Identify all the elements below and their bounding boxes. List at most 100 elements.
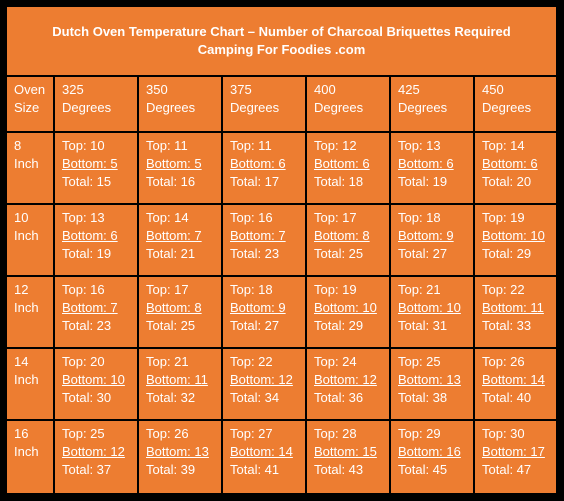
total-count: Total: 18 — [314, 174, 364, 189]
chart-subtitle: Camping For Foodies .com — [197, 42, 366, 57]
top-count: Top: 16 — [230, 210, 273, 225]
bottom-count: Bottom: 14 — [230, 444, 293, 459]
chart-title-box: Dutch Oven Temperature Chart – Number of… — [7, 7, 556, 75]
briquette-cell: Top: 24 Bottom: 12 Total: 36 — [307, 349, 391, 421]
oven-size-value: 8 — [14, 138, 22, 153]
bottom-count: Bottom: 10 — [398, 300, 461, 315]
briquette-cell: Top: 19 Bottom: 10 Total: 29 — [475, 205, 556, 277]
bottom-count: Bottom: 16 — [398, 444, 461, 459]
bottom-count: Bottom: 9 — [230, 300, 286, 315]
top-count: Top: 12 — [314, 138, 357, 153]
bottom-count: Bottom: 7 — [62, 300, 118, 315]
table-row: 8 Inch Top: 10 Bottom: 5 Total: 15 Top: 11 Bot… — [7, 133, 556, 205]
total-count: Total: 15 — [62, 174, 112, 189]
bottom-count: Bottom: 17 — [482, 444, 545, 459]
top-count: Top: 13 — [62, 210, 105, 225]
bottom-count: Bottom: 6 — [398, 156, 454, 171]
briquette-cell: Top: 18 Bottom: 9 Total: 27 — [391, 205, 475, 277]
header-size-label: Size — [14, 100, 40, 115]
bottom-count: Bottom: 12 — [314, 372, 377, 387]
top-count: Top: 13 — [398, 138, 441, 153]
top-count: Top: 19 — [482, 210, 525, 225]
header-temp-400: 400 Degrees — [307, 77, 391, 133]
header-temp-450: 450 Degrees — [475, 77, 556, 133]
bottom-count: Bottom: 10 — [62, 372, 125, 387]
top-count: Top: 28 — [314, 426, 357, 441]
chart-title: Dutch Oven Temperature Chart – Number of… — [52, 24, 511, 39]
header-temp-value: 375 — [230, 82, 252, 97]
total-count: Total: 29 — [314, 318, 364, 333]
header-temp-unit: Degrees — [314, 100, 364, 115]
top-count: Top: 26 — [482, 354, 525, 369]
total-count: Total: 29 — [482, 246, 532, 261]
bottom-count: Bottom: 13 — [398, 372, 461, 387]
briquette-cell: Top: 10 Bottom: 5 Total: 15 — [55, 133, 139, 205]
total-count: Total: 31 — [398, 318, 448, 333]
briquette-cell: Top: 26 Bottom: 13 Total: 39 — [139, 421, 223, 493]
top-count: Top: 18 — [398, 210, 441, 225]
top-count: Top: 18 — [230, 282, 273, 297]
top-count: Top: 10 — [62, 138, 105, 153]
bottom-count: Bottom: 11 — [482, 300, 544, 315]
header-temp-value: 400 — [314, 82, 336, 97]
header-temp-unit: Degrees — [398, 100, 448, 115]
briquette-cell: Top: 13 Bottom: 6 Total: 19 — [55, 205, 139, 277]
top-count: Top: 14 — [482, 138, 525, 153]
total-count: Total: 23 — [230, 246, 280, 261]
total-count: Total: 20 — [482, 174, 532, 189]
briquette-cell: Top: 22 Bottom: 12 Total: 34 — [223, 349, 307, 421]
table-row: 16 Inch Top: 25 Bottom: 12 Total: 37 Top: 26 B… — [7, 421, 556, 493]
oven-size-cell: 8 Inch — [7, 133, 55, 205]
oven-size-cell: 12 Inch — [7, 277, 55, 349]
briquette-cell: Top: 29 Bottom: 16 Total: 45 — [391, 421, 475, 493]
oven-size-unit: Inch — [14, 444, 39, 459]
top-count: Top: 20 — [62, 354, 105, 369]
briquette-cell: Top: 28 Bottom: 15 Total: 43 — [307, 421, 391, 493]
top-count: Top: 22 — [230, 354, 273, 369]
total-count: Total: 45 — [398, 462, 448, 477]
total-count: Total: 25 — [314, 246, 364, 261]
header-oven-label: Oven — [14, 82, 46, 97]
top-count: Top: 27 — [230, 426, 273, 441]
bottom-count: Bottom: 10 — [482, 228, 545, 243]
briquette-cell: Top: 14 Bottom: 6 Total: 20 — [475, 133, 556, 205]
total-count: Total: 34 — [230, 390, 280, 405]
briquette-cell: Top: 20 Bottom: 10 Total: 30 — [55, 349, 139, 421]
briquette-cell: Top: 21 Bottom: 11 Total: 32 — [139, 349, 223, 421]
table-row: 14 Inch Top: 20 Bottom: 10 Total: 30 Top: 21 B… — [7, 349, 556, 421]
total-count: Total: 25 — [146, 318, 196, 333]
bottom-count: Bottom: 8 — [314, 228, 370, 243]
table-row: 10 Inch Top: 13 Bottom: 6 Total: 19 Top: 14 Bo… — [7, 205, 556, 277]
bottom-count: Bottom: 12 — [230, 372, 293, 387]
briquette-cell: Top: 11 Bottom: 6 Total: 17 — [223, 133, 307, 205]
bottom-count: Bottom: 7 — [230, 228, 286, 243]
briquette-cell: Top: 17 Bottom: 8 Total: 25 — [307, 205, 391, 277]
total-count: Total: 32 — [146, 390, 196, 405]
total-count: Total: 21 — [146, 246, 196, 261]
top-count: Top: 25 — [62, 426, 105, 441]
briquette-cell: Top: 13 Bottom: 6 Total: 19 — [391, 133, 475, 205]
briquette-cell: Top: 27 Bottom: 14 Total: 41 — [223, 421, 307, 493]
oven-size-value: 12 — [14, 282, 29, 297]
briquette-cell: Top: 18 Bottom: 9 Total: 27 — [223, 277, 307, 349]
briquette-cell: Top: 26 Bottom: 14 Total: 40 — [475, 349, 556, 421]
oven-size-cell: 14 Inch — [7, 349, 55, 421]
oven-size-cell: 16 Inch — [7, 421, 55, 493]
top-count: Top: 16 — [62, 282, 105, 297]
header-temp-unit: Degrees — [482, 100, 532, 115]
header-temp-value: 350 — [146, 82, 168, 97]
total-count: Total: 19 — [62, 246, 112, 261]
top-count: Top: 14 — [146, 210, 189, 225]
top-count: Top: 25 — [398, 354, 441, 369]
total-count: Total: 43 — [314, 462, 364, 477]
total-count: Total: 38 — [398, 390, 448, 405]
table-body: Oven Size 325 Degrees 350 Degrees 375 Degrees 40… — [7, 77, 556, 493]
top-count: Top: 11 — [146, 138, 188, 153]
oven-size-unit: Inch — [14, 372, 39, 387]
oven-size-unit: Inch — [14, 156, 39, 171]
bottom-count: Bottom: 12 — [62, 444, 125, 459]
bottom-count: Bottom: 5 — [62, 156, 118, 171]
bottom-count: Bottom: 5 — [146, 156, 202, 171]
header-temp-value: 325 — [62, 82, 84, 97]
